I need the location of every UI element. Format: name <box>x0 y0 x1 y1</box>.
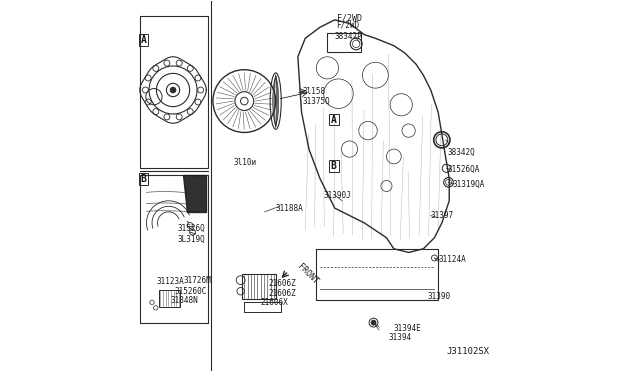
Text: 31124A: 31124A <box>438 255 466 264</box>
Text: 31390: 31390 <box>427 292 450 301</box>
Text: F/2WD: F/2WD <box>337 21 360 30</box>
Text: 31375Q: 31375Q <box>303 97 330 106</box>
Circle shape <box>371 320 376 325</box>
Text: 31394E: 31394E <box>394 324 422 333</box>
Text: J31102SX: J31102SX <box>447 347 490 356</box>
Text: 3l158: 3l158 <box>303 87 326 96</box>
Text: 3l10и: 3l10и <box>233 157 257 167</box>
Text: 31394: 31394 <box>388 333 412 342</box>
Polygon shape <box>184 175 205 212</box>
Text: 31848N: 31848N <box>170 296 198 305</box>
Text: 38342Q: 38342Q <box>447 148 475 157</box>
Text: 31526Q: 31526Q <box>178 224 205 233</box>
Text: 21606Z: 21606Z <box>268 279 296 288</box>
Text: 31390J: 31390J <box>324 191 351 200</box>
Text: F/2WD: F/2WD <box>337 13 362 22</box>
Text: 31123A: 31123A <box>157 278 184 286</box>
Text: 31319QA: 31319QA <box>453 180 485 189</box>
Text: 315260C: 315260C <box>174 287 207 296</box>
Circle shape <box>170 87 176 93</box>
Text: 31526QA: 31526QA <box>447 165 480 174</box>
Text: B: B <box>141 174 147 184</box>
Text: 21606Z: 21606Z <box>268 289 296 298</box>
Text: A: A <box>141 35 147 45</box>
Text: 31188A: 31188A <box>276 203 303 213</box>
Text: 3L319Q: 3L319Q <box>178 235 205 244</box>
Text: 38342P: 38342P <box>334 32 362 41</box>
Text: B: B <box>331 161 337 171</box>
Text: FRONT: FRONT <box>295 262 319 286</box>
Text: 31397: 31397 <box>431 211 454 220</box>
Text: A: A <box>331 115 337 125</box>
Text: 21606X: 21606X <box>261 298 289 307</box>
Text: 31726M: 31726M <box>184 276 211 285</box>
